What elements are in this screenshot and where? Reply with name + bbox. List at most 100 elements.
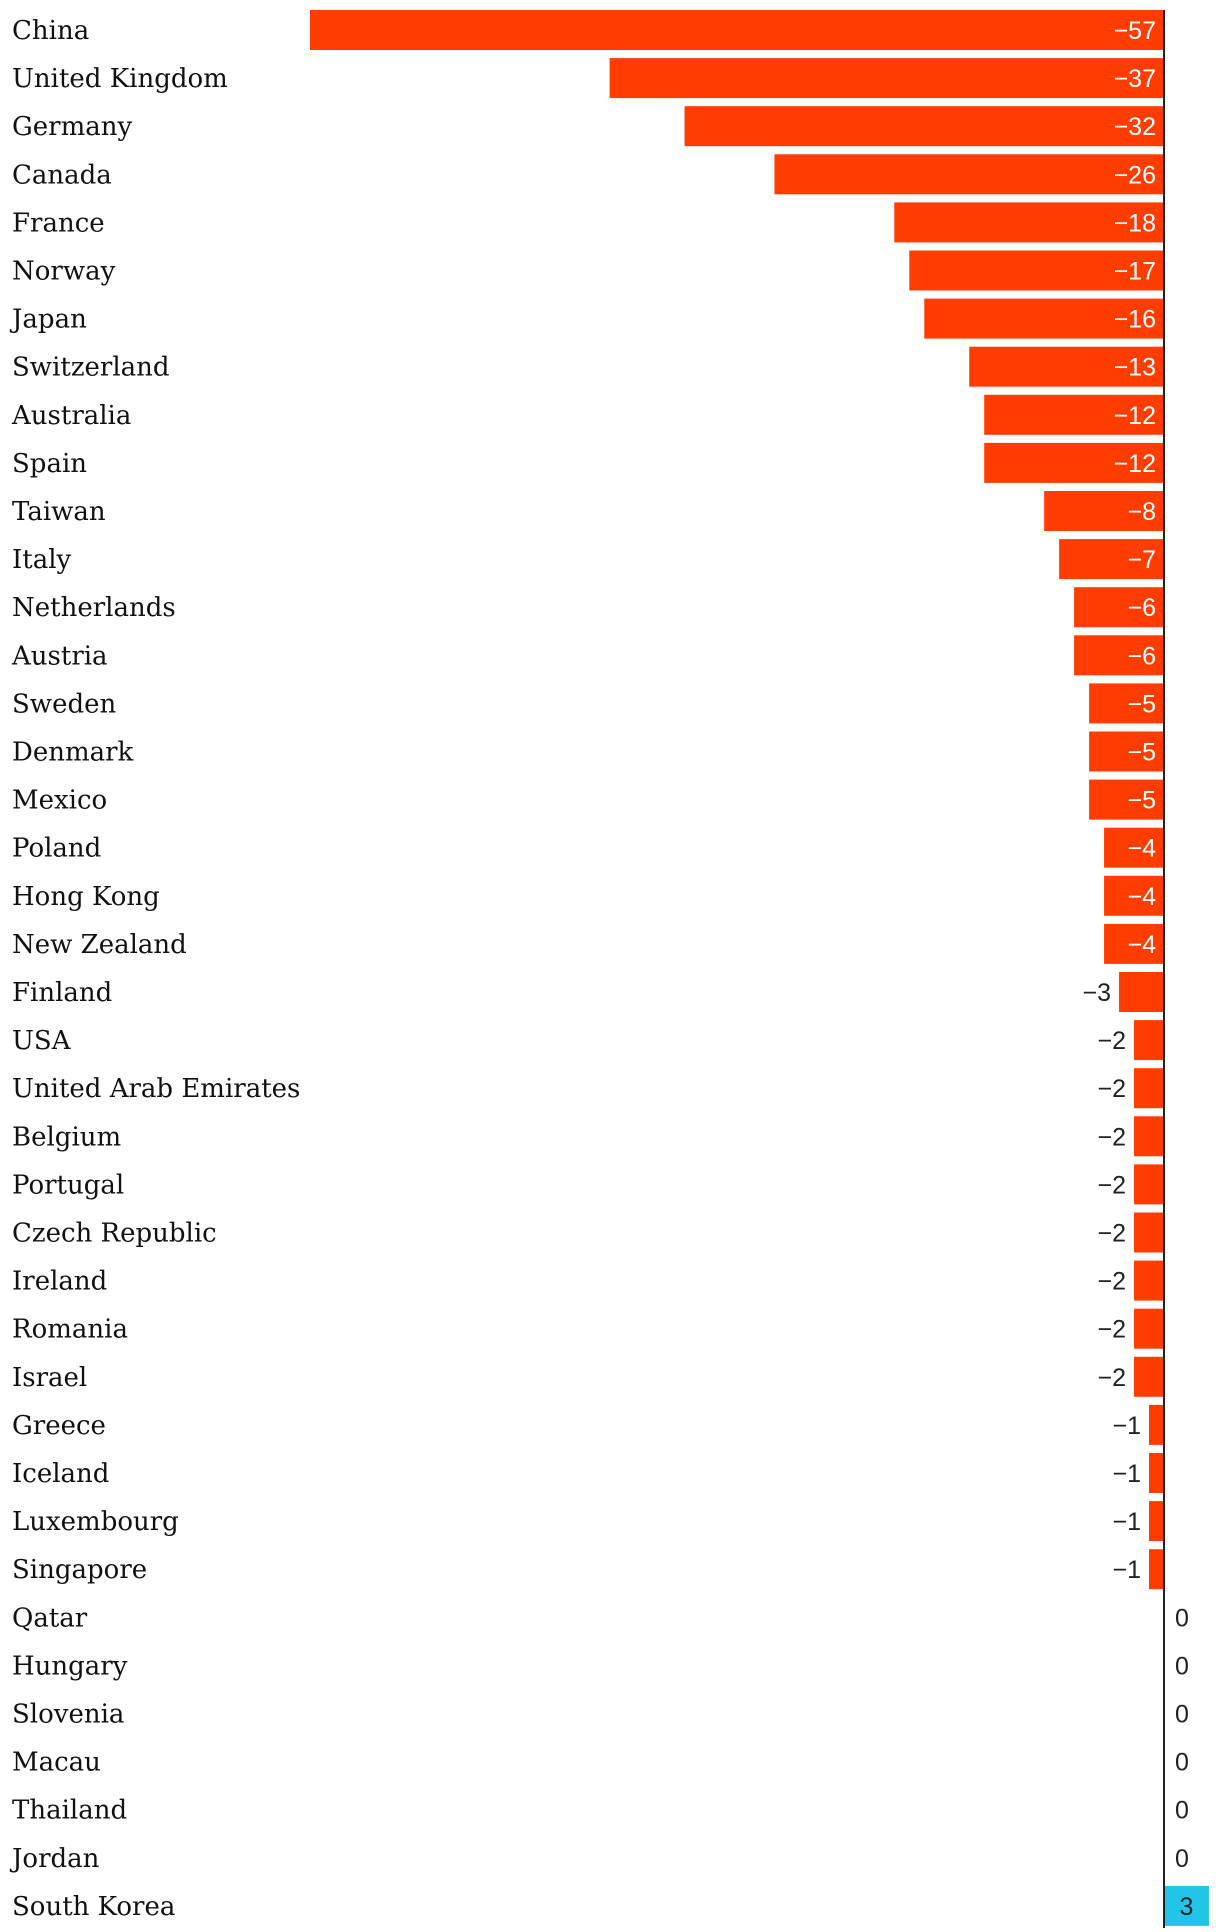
value-label: 0: [1175, 1749, 1189, 1777]
category-label: Hungary: [12, 1651, 128, 1681]
value-label: −37: [1114, 65, 1156, 93]
category-label: Belgium: [12, 1122, 121, 1152]
category-label: Qatar: [12, 1603, 88, 1633]
value-label: −3: [1083, 979, 1112, 1007]
bar: [1134, 1212, 1164, 1253]
value-label: −18: [1114, 209, 1156, 237]
value-label: −12: [1114, 402, 1156, 430]
labels-group: China −57 United Kingdom −37 Germany −32 Canad…: [9, 16, 1193, 1922]
bar: [1134, 1308, 1164, 1349]
bar: [1089, 731, 1164, 772]
bar: [1134, 1068, 1164, 1109]
value-label: −5: [1127, 690, 1156, 718]
bar: [1074, 587, 1164, 628]
value-label: 0: [1175, 1845, 1189, 1873]
bar: [984, 442, 1164, 483]
category-label: New Zealand: [12, 930, 187, 960]
value-label: −1: [1113, 1412, 1142, 1440]
category-label: Denmark: [12, 738, 134, 768]
value-label: −32: [1114, 113, 1156, 141]
bar: [1119, 972, 1164, 1012]
category-label: Greece: [12, 1411, 106, 1441]
category-label: Thailand: [12, 1796, 127, 1826]
value-label: 3: [1180, 1893, 1194, 1921]
category-label: Israel: [12, 1363, 87, 1393]
value-label: 0: [1175, 1701, 1189, 1729]
value-label: −26: [1114, 161, 1156, 189]
value-label: −12: [1114, 450, 1156, 478]
category-label: Jordan: [9, 1844, 100, 1874]
bar: [1104, 827, 1164, 868]
value-label: 0: [1175, 1604, 1189, 1632]
bar: [1074, 635, 1164, 676]
bar: [984, 394, 1164, 435]
bar: [1149, 1501, 1164, 1542]
value-label: −1: [1113, 1460, 1142, 1488]
category-label: Japan: [9, 305, 87, 335]
category-label: China: [12, 16, 89, 46]
bar: [1134, 1116, 1164, 1157]
category-label: Hong Kong: [12, 882, 160, 912]
bar: [1134, 1356, 1164, 1397]
bar: [1089, 683, 1164, 724]
value-label: −13: [1114, 354, 1156, 382]
category-label: Romania: [12, 1315, 128, 1345]
value-label: −2: [1098, 1075, 1127, 1103]
bar: [774, 154, 1164, 195]
category-label: Taiwan: [12, 497, 106, 527]
bar: [894, 202, 1164, 243]
category-label: Canada: [12, 160, 112, 190]
value-label: −17: [1114, 258, 1156, 286]
bar: [969, 346, 1164, 387]
value-label: −2: [1098, 1268, 1127, 1296]
bars-group: [310, 10, 1209, 1926]
category-label: Italy: [12, 545, 72, 575]
bar: [909, 250, 1164, 291]
category-label: Austria: [11, 641, 108, 671]
value-label: −2: [1098, 1027, 1127, 1055]
category-label: France: [12, 208, 105, 238]
value-label: −1: [1113, 1508, 1142, 1536]
category-label: United Arab Emirates: [12, 1074, 300, 1104]
value-label: −4: [1127, 931, 1156, 959]
category-label: Spain: [12, 449, 87, 479]
bar: [1149, 1404, 1164, 1445]
bar: [1164, 1885, 1209, 1926]
bar: [609, 58, 1164, 99]
value-label: −2: [1098, 1220, 1127, 1248]
category-label: Iceland: [12, 1459, 109, 1489]
bar: [924, 298, 1164, 339]
category-label: Ireland: [12, 1267, 107, 1297]
category-label: Germany: [12, 112, 132, 142]
value-label: −7: [1127, 546, 1156, 574]
bar: [1149, 1453, 1164, 1493]
category-label: Sweden: [12, 689, 116, 719]
bar: [1134, 1020, 1164, 1061]
category-label: USA: [12, 1026, 72, 1056]
category-label: Netherlands: [12, 593, 176, 623]
value-label: −57: [1114, 17, 1156, 45]
category-label: United Kingdom: [12, 64, 228, 94]
category-label: Norway: [12, 257, 116, 287]
bar: [1089, 779, 1164, 820]
value-label: −8: [1127, 498, 1156, 526]
value-label: −5: [1127, 787, 1156, 815]
category-label: Macau: [12, 1748, 101, 1778]
value-label: 0: [1175, 1797, 1189, 1825]
value-label: −2: [1098, 1316, 1127, 1344]
bar: [1104, 875, 1164, 916]
bar: [1044, 491, 1164, 531]
value-label: −4: [1127, 835, 1156, 863]
category-label: Switzerland: [12, 353, 170, 383]
value-label: −5: [1127, 739, 1156, 767]
value-label: −4: [1127, 883, 1156, 911]
category-label: Czech Republic: [12, 1219, 217, 1249]
category-label: Slovenia: [12, 1700, 124, 1730]
value-label: −2: [1098, 1171, 1127, 1199]
category-label: Australia: [11, 401, 131, 431]
bar: [310, 10, 1164, 50]
category-label: Mexico: [12, 786, 107, 816]
bar: [1104, 923, 1164, 964]
value-label: −16: [1114, 306, 1156, 334]
value-label: −6: [1127, 642, 1156, 670]
